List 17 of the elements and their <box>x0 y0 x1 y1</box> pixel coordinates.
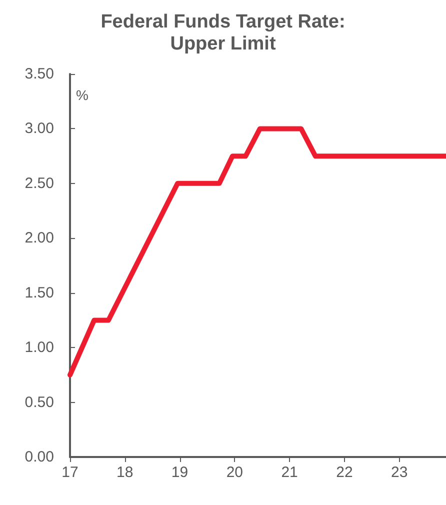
y-tick-label: 2.00 <box>24 230 54 247</box>
x-tick-label: 21 <box>281 464 298 481</box>
y-tick-label: 3.00 <box>24 120 54 138</box>
x-tick-label: 22 <box>336 464 353 481</box>
chart-title: Federal Funds Target Rate: Upper Limit <box>100 12 346 54</box>
y-axis-title: % <box>76 87 88 103</box>
y-tick-label: 0.50 <box>24 394 54 411</box>
y-tick-label: 2.50 <box>24 174 54 192</box>
y-tick-label: 1.50 <box>24 284 54 302</box>
y-tick-label: 3.50 <box>24 66 54 82</box>
x-tick-label: 23 <box>391 464 408 481</box>
x-tick-label: 19 <box>171 464 188 481</box>
x-tick-label: 18 <box>116 464 134 481</box>
x-tick-label: 17 <box>62 464 78 481</box>
x-tick-label: 20 <box>226 464 244 481</box>
y-tick-label: 1.00 <box>24 339 54 356</box>
y-tick-label: 0.00 <box>24 448 54 466</box>
